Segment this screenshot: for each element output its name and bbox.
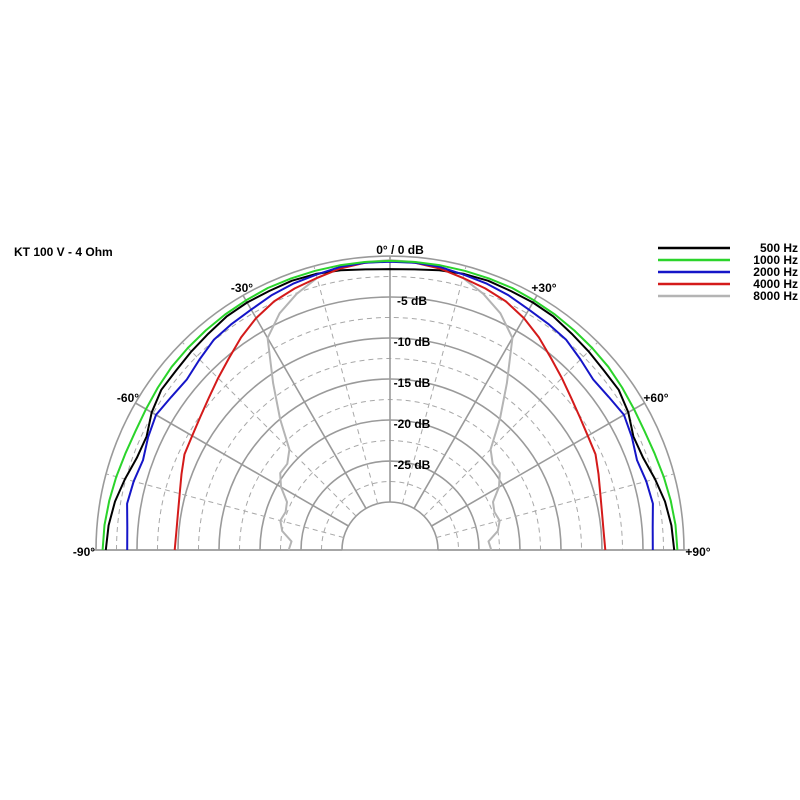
angle-label: -30° [231,281,253,295]
curves-layer [101,259,679,551]
grid-ring [321,481,459,551]
polar-grid [92,255,688,551]
angle-label: +30° [531,281,556,295]
chart-title: KT 100 V - 4 Ohm [14,245,113,259]
angle-label: +60° [643,391,668,405]
grid-spoke [181,341,357,517]
grid-spoke [431,402,646,527]
grid-spoke [423,341,599,517]
legend-label: 500 Hz [760,241,798,255]
grid-ring [116,276,664,551]
grid-spoke [413,294,538,509]
grid-spoke [436,473,675,539]
legend-label: 8000 Hz [753,289,798,303]
angle-label: -60° [117,391,139,405]
grid-spoke [134,402,349,527]
db-label: -15 dB [394,376,431,390]
db-label: -5 dB [397,294,427,308]
grid-ring [157,317,623,551]
angle-label: +90° [685,545,710,559]
legend-label: 2000 Hz [753,265,798,279]
legend-label: 1000 Hz [753,253,798,267]
angle-label: -90° [73,545,95,559]
grid-spoke [242,294,367,509]
db-label: -10 dB [394,335,431,349]
grid-ring [341,501,439,551]
grid-spoke [401,265,467,504]
grid-spoke [105,473,344,539]
labels-layer: 0° / 0 dB -30° +30° -60° +60° -90° +90° -5 dB -1… [73,243,711,559]
db-label: -20 dB [394,417,431,431]
series-line-1000-hz [101,259,679,551]
angle-label: 0° / 0 dB [376,243,424,257]
db-label: -25 dB [394,458,431,472]
series-line-500-hz [104,268,676,551]
legend-label: 4000 Hz [753,277,798,291]
grid-spoke [313,265,379,504]
